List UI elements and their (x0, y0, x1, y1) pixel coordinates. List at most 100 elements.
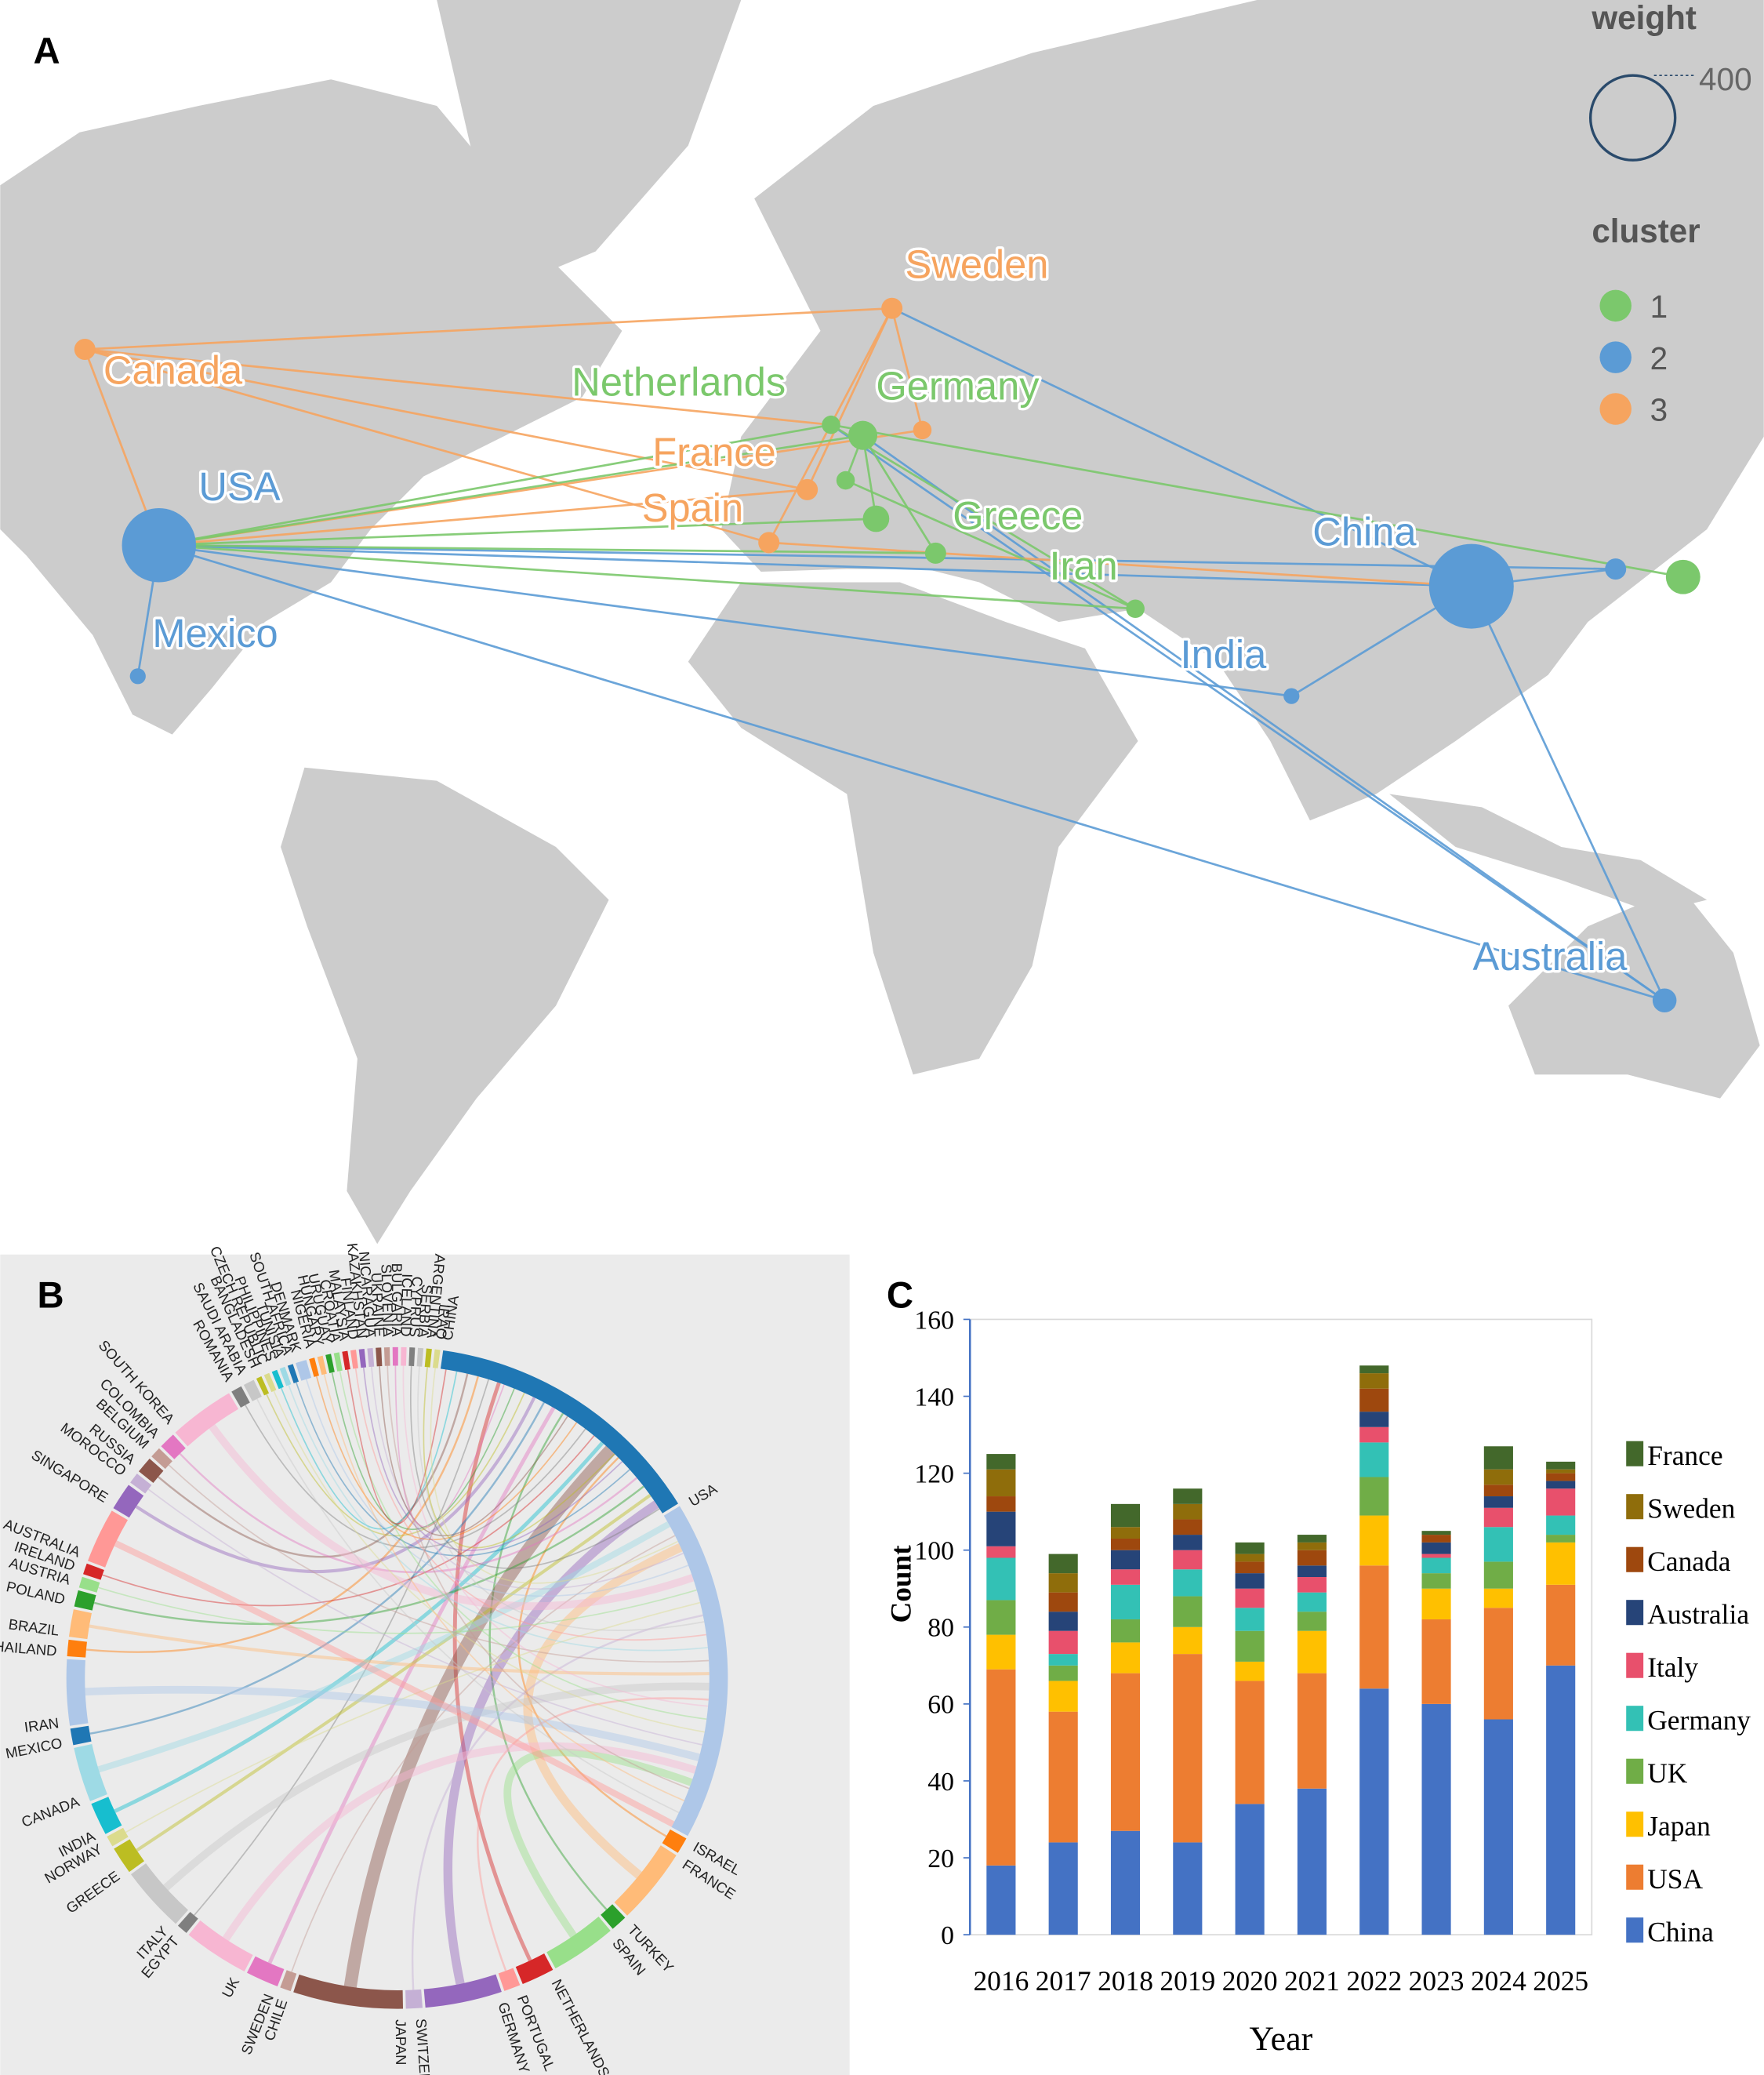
ribbon (273, 1390, 705, 1733)
x-tick-label: 2019 (1160, 1965, 1215, 1997)
chord-arc (423, 1974, 502, 2008)
chord-arc (256, 1376, 270, 1396)
bar-segment (1173, 1503, 1203, 1520)
bar-segment (1110, 1503, 1141, 1528)
chord-arc (231, 1386, 250, 1408)
edge (158, 543, 1292, 697)
chord-arc (246, 1956, 285, 1987)
legend-label: Italy (1647, 1652, 1698, 1683)
bar-segment (1359, 1565, 1389, 1689)
ribbon (89, 1401, 546, 1735)
size-legend-value: 400 (1699, 61, 1752, 97)
legend-swatch (1626, 1706, 1644, 1732)
chord-arc (74, 1590, 96, 1611)
bar-segment (1173, 1569, 1203, 1597)
bar-segment (986, 1546, 1016, 1558)
node (1665, 559, 1700, 594)
bar-segment (1359, 1515, 1389, 1566)
bar-segment (1546, 1584, 1576, 1666)
panel-label: A (33, 31, 60, 72)
bar-segment (1421, 1588, 1451, 1619)
bar-segment (1483, 1608, 1513, 1720)
node (758, 532, 780, 554)
bar-segment (1546, 1515, 1576, 1535)
ribbon (517, 1456, 667, 1837)
bar-segment (1110, 1619, 1141, 1643)
bar-segment (986, 1511, 1016, 1546)
legend-label: 3 (1650, 392, 1668, 428)
chord-arc (78, 1576, 100, 1593)
chord-arc (383, 1346, 390, 1366)
x-axis-title: Year (1249, 2020, 1312, 2058)
bar-segment (1359, 1477, 1389, 1516)
ribbon (477, 1697, 709, 1971)
bar-segment (1048, 1612, 1078, 1631)
ribbon (125, 1601, 701, 1833)
chord-arc (440, 1350, 679, 1514)
ribbon (371, 1366, 684, 1590)
bar-segment (1421, 1531, 1451, 1535)
bar-segment (1297, 1673, 1327, 1789)
legend-label: Germany (1647, 1705, 1751, 1736)
bar-segment (1546, 1481, 1576, 1489)
ribbon (347, 1369, 447, 1524)
bar-segment (1483, 1561, 1513, 1589)
ribbon (102, 1435, 595, 1607)
ribbon (291, 1535, 676, 1972)
chord-arc (70, 1725, 92, 1746)
legend-swatch (1626, 1812, 1644, 1837)
bar-segment (1359, 1442, 1389, 1477)
chord-arc (263, 1372, 277, 1393)
chord-arc (113, 1484, 144, 1518)
edge (830, 423, 1684, 579)
chord-arc (279, 1366, 292, 1386)
ribbon (288, 1384, 708, 1652)
legend-swatch (1599, 341, 1632, 373)
bar-segment (1110, 1673, 1141, 1831)
bar-segment (986, 1865, 1016, 1935)
chord-arc (130, 1474, 152, 1494)
ribbon (85, 1685, 700, 1761)
legend-swatch (1626, 1864, 1644, 1890)
bar-segment (986, 1469, 1016, 1497)
ribbon (354, 1368, 707, 1641)
chord-arc (68, 1609, 92, 1640)
size-legend-circle (1588, 74, 1677, 162)
edge (862, 434, 937, 554)
bar-segment (1483, 1484, 1513, 1497)
bar-segment (1235, 1661, 1265, 1681)
edge (830, 423, 1665, 1001)
bar-segment (1421, 1554, 1451, 1558)
ribbon (339, 1371, 707, 1721)
chord-arc (358, 1348, 367, 1368)
node-label: India (1181, 632, 1268, 677)
ribbon (97, 1521, 671, 1773)
ribbon (410, 1365, 660, 1569)
legend-label: Sweden (1647, 1493, 1735, 1524)
bar-segment (1421, 1619, 1451, 1704)
node-label: Spain (642, 485, 743, 530)
bar-segment (1297, 1565, 1327, 1578)
ribbon (193, 1379, 489, 1916)
chord-arc (74, 1743, 107, 1801)
edge (891, 307, 924, 431)
ribbon (163, 1682, 710, 1891)
edge (158, 543, 1616, 570)
y-tick-label: 120 (914, 1459, 954, 1488)
ribbon (266, 1392, 525, 1537)
bar-segment (1421, 1542, 1451, 1554)
bar-segment (1110, 1527, 1141, 1539)
chord-arc (342, 1350, 350, 1371)
chord-arc (663, 1506, 728, 1837)
bar-segment (1235, 1554, 1265, 1562)
legend-swatch (1626, 1546, 1644, 1572)
x-tick-label: 2016 (973, 1965, 1029, 1997)
bar-segment (1359, 1412, 1389, 1427)
bar-segment (1048, 1665, 1078, 1681)
bar-segment (1235, 1630, 1265, 1662)
bar-segment (1110, 1569, 1141, 1585)
chord-arc (161, 1434, 186, 1459)
node-label: Greece (953, 493, 1083, 538)
y-tick-label: 160 (914, 1306, 954, 1335)
ribbon (343, 1445, 615, 1988)
